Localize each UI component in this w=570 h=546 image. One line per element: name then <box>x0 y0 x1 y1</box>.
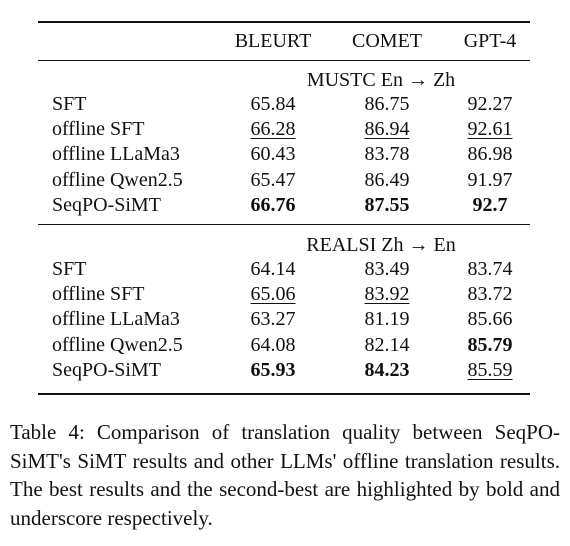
cell-value: 92.27 <box>467 93 513 115</box>
cell-value: 91.97 <box>467 168 513 191</box>
column-header: GPT-4 <box>463 30 517 52</box>
cell-value: 65.06 <box>250 283 296 306</box>
cell-value: 83.78 <box>364 143 410 166</box>
header-rule <box>38 60 530 61</box>
cell-value: 86.98 <box>467 143 513 166</box>
row-label: offline SFT <box>52 118 145 141</box>
cell-value: 92.61 <box>467 118 513 141</box>
cell-value: 85.66 <box>467 308 513 331</box>
cell-value: 86.49 <box>364 168 410 191</box>
row-label: offline LLaMa3 <box>52 143 180 166</box>
cell-value: 85.59 <box>467 358 513 381</box>
section-title: REALSI Zh → En <box>306 234 456 256</box>
row-label: offline LLaMa3 <box>52 308 180 331</box>
caption: Table 4: Comparison of translation quali… <box>10 420 560 530</box>
cell-value: 83.92 <box>364 283 410 306</box>
cell-value: 65.93 <box>250 358 296 381</box>
cell-value: 63.27 <box>250 308 296 331</box>
cell-value: 82.14 <box>364 333 410 356</box>
top-rule <box>38 21 530 23</box>
cell-value: 87.55 <box>364 193 410 216</box>
cell-value: 64.14 <box>250 258 296 280</box>
cell-value: 65.47 <box>250 168 296 191</box>
row-label: SeqPO-SiMT <box>52 193 161 216</box>
row-label: offline SFT <box>52 283 145 306</box>
cell-value: 81.19 <box>364 308 410 331</box>
row-label: offline Qwen2.5 <box>52 333 183 356</box>
cell-value: 66.76 <box>250 193 296 216</box>
cell-value: 65.84 <box>250 93 296 115</box>
cell-value: 84.23 <box>364 358 410 381</box>
cell-value: 86.75 <box>364 93 410 115</box>
cell-value: 85.79 <box>467 333 513 356</box>
cell-value: 86.94 <box>364 118 410 141</box>
cell-value: 83.49 <box>364 258 410 280</box>
cell-value: 83.74 <box>467 258 513 280</box>
row-label: SeqPO-SiMT <box>52 358 161 381</box>
cell-value: 64.08 <box>250 333 296 356</box>
bottom-rule <box>38 393 530 395</box>
cell-value: 60.43 <box>250 143 296 166</box>
row-label: SFT <box>52 258 87 280</box>
section-title: MUSTC En → Zh <box>306 69 456 91</box>
cell-value: 66.28 <box>250 118 296 141</box>
column-header: BLEURT <box>234 30 312 52</box>
row-label: offline Qwen2.5 <box>52 168 183 191</box>
cell-value: 92.7 <box>472 193 508 216</box>
cell-value: 83.72 <box>467 283 513 306</box>
row-label: SFT <box>52 93 87 115</box>
column-header: COMET <box>352 30 422 52</box>
section-rule <box>38 224 530 225</box>
